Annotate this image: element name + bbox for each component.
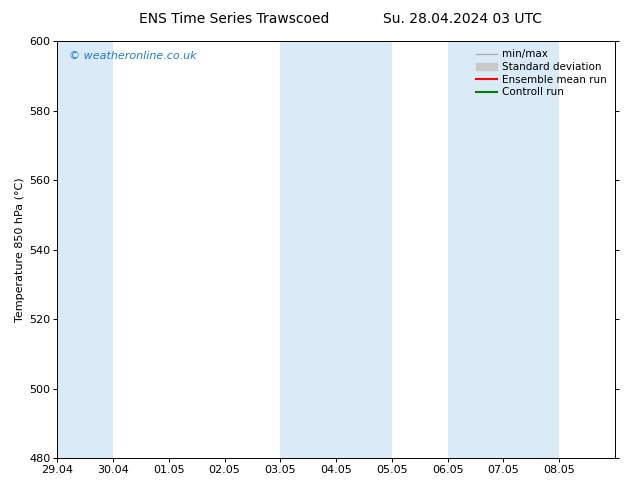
Text: ENS Time Series Trawscoed: ENS Time Series Trawscoed <box>139 12 330 26</box>
Y-axis label: Temperature 850 hPa (°C): Temperature 850 hPa (°C) <box>15 177 25 322</box>
Text: © weatheronline.co.uk: © weatheronline.co.uk <box>68 51 196 61</box>
Bar <box>448 41 559 458</box>
Bar <box>57 41 113 458</box>
Legend: min/max, Standard deviation, Ensemble mean run, Controll run: min/max, Standard deviation, Ensemble me… <box>472 46 610 100</box>
Text: Su. 28.04.2024 03 UTC: Su. 28.04.2024 03 UTC <box>384 12 542 26</box>
Bar <box>280 41 392 458</box>
